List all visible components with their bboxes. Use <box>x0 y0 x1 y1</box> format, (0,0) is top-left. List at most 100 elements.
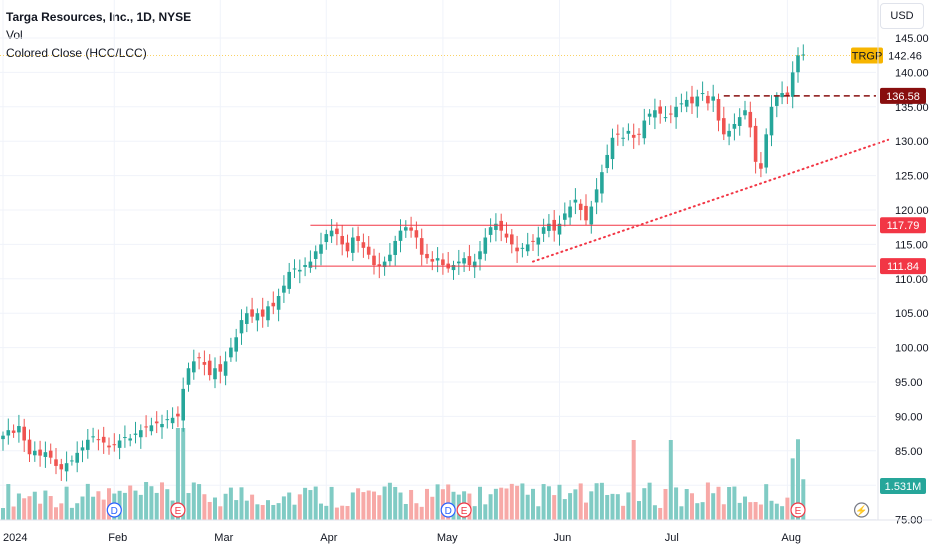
candle-body <box>769 106 774 136</box>
candle <box>176 406 180 428</box>
dividend-marker[interactable]: D <box>440 502 456 518</box>
volume-bar <box>790 458 795 520</box>
candle <box>695 89 700 118</box>
candle-body <box>626 130 631 134</box>
flash-marker[interactable]: ⚡ <box>853 502 870 518</box>
candle <box>488 218 493 243</box>
volume-bar <box>605 494 610 520</box>
volume-bar <box>531 488 535 520</box>
candle-body <box>250 309 254 317</box>
candle-body <box>494 223 498 230</box>
symbol-title[interactable]: Targa Resources, Inc., 1D, NYSE <box>6 10 192 24</box>
candle-body <box>398 230 403 241</box>
candle <box>594 178 599 215</box>
candle <box>271 291 276 315</box>
candle-body <box>393 240 397 255</box>
candle <box>335 222 339 246</box>
indicator-colored-close-label[interactable]: Colored Close (HCC/LCC) <box>6 46 147 60</box>
volume-bar <box>1 508 5 520</box>
candle-body <box>578 203 583 210</box>
candle <box>605 144 609 174</box>
candle-body <box>133 433 138 435</box>
candle-body <box>499 220 503 231</box>
volume-bar <box>239 487 244 520</box>
candle <box>276 288 281 322</box>
candle <box>112 433 117 452</box>
candle-body <box>600 172 604 194</box>
currency-button[interactable]: USD <box>880 3 924 29</box>
candle-body <box>790 72 795 97</box>
candle-body <box>6 430 11 436</box>
candle <box>202 350 207 376</box>
price-axis-label: 130.00 <box>895 136 929 148</box>
candle <box>11 424 16 438</box>
candle <box>107 437 111 455</box>
candle-body <box>123 437 127 439</box>
volume-bar <box>197 484 202 520</box>
candle-body <box>780 93 784 98</box>
volume-tag: 1.531M <box>880 478 926 494</box>
candle <box>298 259 302 284</box>
volume-bar <box>191 482 196 520</box>
earnings-marker[interactable]: E <box>790 502 806 518</box>
candle-body <box>775 96 779 106</box>
candle <box>684 91 689 113</box>
candle-body <box>536 237 541 245</box>
candle-body <box>711 96 715 101</box>
marker-label: ⚡ <box>855 504 867 517</box>
candle-body <box>86 439 90 450</box>
time-axis: 2024 Feb Mar Apr May Jun Jul Aug <box>3 532 801 544</box>
volume-bar <box>266 500 270 520</box>
volume-bar <box>637 501 641 520</box>
volume-bar <box>668 440 673 520</box>
volume-bar <box>493 488 498 520</box>
candle <box>223 351 228 386</box>
candle-body <box>276 296 281 310</box>
volume-bar <box>737 502 742 520</box>
volume-bar <box>499 487 504 520</box>
volume-bar <box>801 479 806 520</box>
volume-bar <box>573 489 578 520</box>
candle <box>663 106 668 122</box>
volume-bar <box>361 492 366 520</box>
candle-body <box>70 460 74 462</box>
marker-label: D <box>445 506 452 517</box>
candle-body <box>663 117 668 119</box>
candle-body <box>107 445 111 448</box>
marker-label: E <box>461 506 468 517</box>
earnings-marker[interactable]: E <box>456 502 472 518</box>
candle-body <box>101 436 106 443</box>
candle-body <box>642 120 647 139</box>
candle-body <box>547 223 551 231</box>
candle <box>467 244 472 271</box>
candle <box>33 441 37 462</box>
volume-bar <box>674 487 679 520</box>
volume-bar <box>43 490 48 520</box>
candle <box>700 81 705 101</box>
candle-body <box>557 223 562 235</box>
volume-bar <box>32 491 37 520</box>
candle <box>626 123 631 141</box>
candle <box>414 221 419 249</box>
volume-bar <box>287 492 292 520</box>
volume-bar <box>85 483 90 520</box>
volume-bar <box>419 506 424 520</box>
price-axis-label: 105.00 <box>895 308 929 320</box>
volume-bar <box>207 501 212 520</box>
candle-body <box>154 421 159 424</box>
volume-bar <box>160 482 164 520</box>
candle <box>154 411 159 434</box>
dividend-marker[interactable]: D <box>106 502 122 518</box>
volume-bar <box>679 506 684 520</box>
volume-bar <box>48 496 53 520</box>
candle-body <box>223 361 228 376</box>
candle-body <box>54 459 58 466</box>
candle <box>457 249 461 275</box>
price-axis-label: 135.00 <box>895 102 929 114</box>
volume-bar <box>478 486 482 520</box>
earnings-marker[interactable]: E <box>170 502 186 518</box>
candle <box>483 228 488 261</box>
volume-bar <box>366 490 371 520</box>
candle-body <box>165 419 170 421</box>
